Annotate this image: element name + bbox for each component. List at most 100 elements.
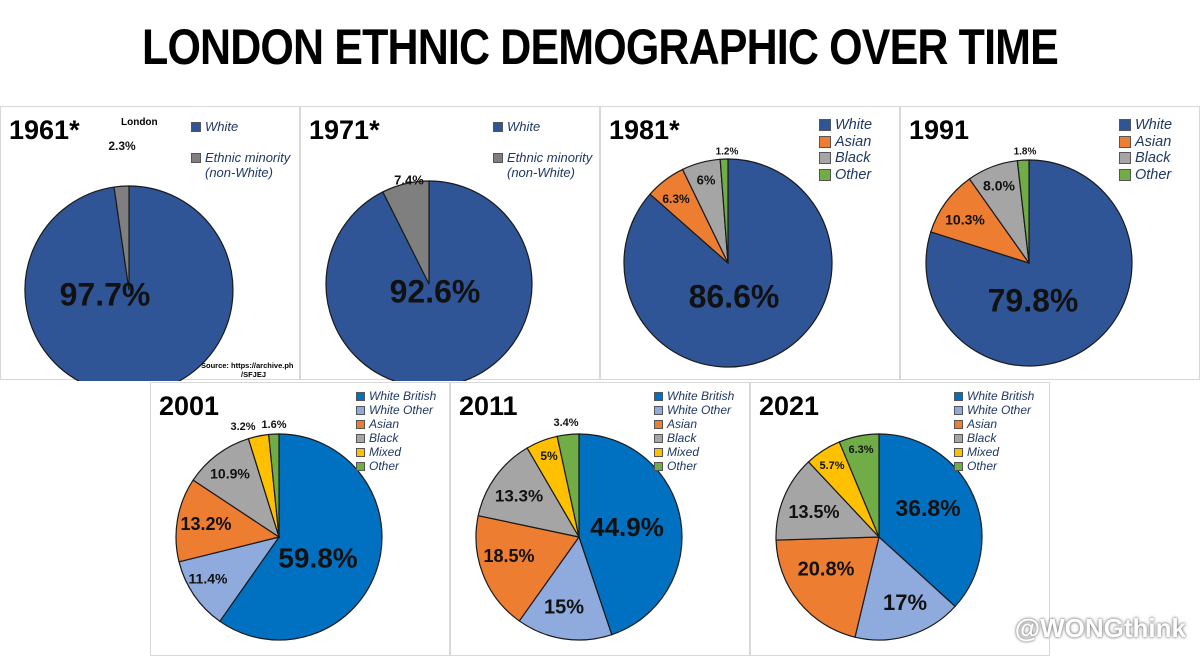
legend-label: Ethnic minority (non-White) bbox=[507, 150, 593, 180]
legend-swatch bbox=[356, 461, 365, 471]
legend-swatch bbox=[356, 405, 365, 415]
data-label-white: 92.6% bbox=[390, 273, 481, 309]
legend-item-mixed: Mixed bbox=[954, 445, 1046, 459]
data-label-white-other: 17% bbox=[883, 590, 927, 615]
legend-label: White Other bbox=[667, 403, 732, 417]
legend-swatch bbox=[819, 168, 831, 181]
legend: White Ethnic minority (non-White) bbox=[493, 119, 598, 180]
legend-label: Black bbox=[667, 431, 697, 445]
legend-swatch bbox=[654, 405, 663, 415]
data-label-black: 6% bbox=[697, 172, 716, 187]
pie-panel-1971: 92.6% 7.4% 1971* White Ethnic minority (non-… bbox=[300, 106, 600, 381]
chart-year-title: 2001 bbox=[159, 391, 220, 421]
data-label-white: 79.8% bbox=[988, 282, 1079, 318]
legend-swatch bbox=[954, 391, 963, 401]
legend-item-black: Black bbox=[356, 431, 448, 445]
legend-label: Other bbox=[835, 166, 872, 183]
data-label-mixed: 5% bbox=[540, 449, 558, 463]
legend-item-asian: Asian bbox=[356, 417, 448, 431]
legend-label: Asian bbox=[835, 133, 872, 150]
legend-swatch bbox=[654, 419, 663, 429]
legend-label: Black bbox=[835, 150, 871, 166]
legend-label: White Other bbox=[967, 403, 1032, 417]
pie-slice-other bbox=[838, 433, 880, 538]
data-label-white: 97.7% bbox=[60, 276, 151, 312]
legend-item-mixed: Mixed bbox=[654, 445, 746, 459]
pie-slice-ethnic-minority-non-white bbox=[113, 185, 130, 291]
legend-label: Mixed bbox=[667, 445, 700, 459]
legend-item-white-other: White Other bbox=[954, 403, 1046, 417]
legend-swatch bbox=[954, 419, 963, 429]
legend-swatch bbox=[954, 405, 963, 415]
pie-slice-black bbox=[775, 461, 881, 541]
london-note: London bbox=[121, 117, 158, 128]
data-label-ethnic-minority-non-white: 2.3% bbox=[108, 139, 136, 153]
page-title: LONDON ETHNIC DEMOGRAPHIC OVER TIME bbox=[142, 19, 1059, 75]
legend-item-asian: Asian bbox=[1119, 134, 1199, 151]
legend-swatch bbox=[1119, 135, 1131, 148]
legend-swatch bbox=[654, 391, 663, 401]
data-label-other: 1.2% bbox=[716, 147, 739, 158]
pie-slice-black bbox=[192, 437, 281, 539]
legend: White Asian Black Other bbox=[1119, 117, 1199, 183]
pie-chart-svg: 86.6% 6.3% 6% 1.2% bbox=[623, 147, 833, 368]
legend: White British White Other Asian Black Mixed O… bbox=[356, 389, 448, 473]
legend-item-ethnic-minority-non-white: Ethnic minority (non-White) bbox=[191, 150, 296, 180]
pie-slice-white-british bbox=[218, 433, 383, 641]
legend-swatch bbox=[654, 447, 663, 457]
data-label-white-other: 11.4% bbox=[189, 571, 228, 587]
data-label-asian: 13.2% bbox=[180, 514, 231, 534]
legend-item-other: Other bbox=[954, 459, 1046, 473]
legend-label: Black bbox=[1135, 150, 1171, 166]
legend-label: White bbox=[1135, 117, 1173, 133]
data-label-other: 1.6% bbox=[261, 419, 286, 431]
pie-chart-svg: 79.8% 10.3% 8.0% 1.8% bbox=[925, 147, 1133, 367]
data-label-asian: 20.8% bbox=[798, 558, 855, 580]
pie-slice-asian bbox=[475, 514, 581, 622]
legend-item-asian: Asian bbox=[654, 417, 746, 431]
source-line-2: /SFJEJ bbox=[241, 370, 267, 379]
legend-swatch bbox=[1119, 152, 1131, 165]
legend-label: White bbox=[205, 119, 239, 134]
data-label-white-british: 36.8% bbox=[895, 495, 960, 521]
legend-item-white-other: White Other bbox=[654, 403, 746, 417]
legend-label: Asian bbox=[667, 417, 698, 431]
pie-slice-other bbox=[1016, 159, 1030, 264]
source-note: Source: https://archive.ph/SFJEJ bbox=[201, 361, 294, 379]
chart-year-title: 1961* bbox=[9, 115, 80, 145]
legend-label: White British bbox=[967, 389, 1035, 403]
legend-item-black: Black bbox=[954, 431, 1046, 445]
pie-slice-white-other bbox=[178, 536, 281, 623]
legend-label: Black bbox=[369, 431, 399, 445]
legend: White Ethnic minority (non-White) bbox=[191, 119, 296, 180]
pie-chart-svg: 97.7% 2.3% bbox=[24, 139, 234, 381]
legend-item-other: Other bbox=[654, 459, 746, 473]
legend-swatch bbox=[356, 447, 365, 457]
legend-item-black: Black bbox=[1119, 150, 1199, 167]
legend-item-white: White bbox=[819, 117, 899, 134]
legend-label: Ethnic minority (non-White) bbox=[205, 150, 291, 180]
data-label-asian: 6.3% bbox=[662, 192, 690, 206]
source-line-1: Source: https://archive.ph bbox=[201, 361, 294, 370]
legend-item-white-other: White Other bbox=[356, 403, 448, 417]
pie-chart-svg: 59.8% 11.4% 13.2% 10.9% 3.2% 1.6% bbox=[175, 419, 383, 641]
legend-item-white-british: White British bbox=[356, 389, 448, 403]
data-label-mixed: 5.7% bbox=[819, 460, 844, 472]
pie-panel-1981: 86.6% 6.3% 6% 1.2% 1981* White Asian Black Other bbox=[600, 106, 900, 380]
chart-year-title: 2021 bbox=[759, 391, 820, 421]
chart-year-title: 1991 bbox=[909, 115, 970, 145]
pie-panel-2011: 44.9% 15% 18.5% 13.3% 5% 3.4% 2011 White Britis… bbox=[450, 382, 750, 656]
pie-slice-other bbox=[268, 433, 280, 538]
legend-label: Mixed bbox=[967, 445, 1000, 459]
pie-slice-asian bbox=[175, 479, 281, 563]
pie-slice-other bbox=[719, 158, 729, 264]
legend-swatch bbox=[356, 433, 365, 443]
legend: White Asian Black Other bbox=[819, 117, 899, 183]
pie-chart-svg: 92.6% 7.4% bbox=[325, 172, 533, 381]
data-label-white: 86.6% bbox=[689, 278, 780, 314]
legend-label: Black bbox=[967, 431, 997, 445]
legend-swatch bbox=[493, 121, 503, 132]
legend-label: White British bbox=[667, 389, 735, 403]
data-label-white-other: 15% bbox=[544, 596, 584, 618]
legend-swatch bbox=[493, 152, 503, 163]
